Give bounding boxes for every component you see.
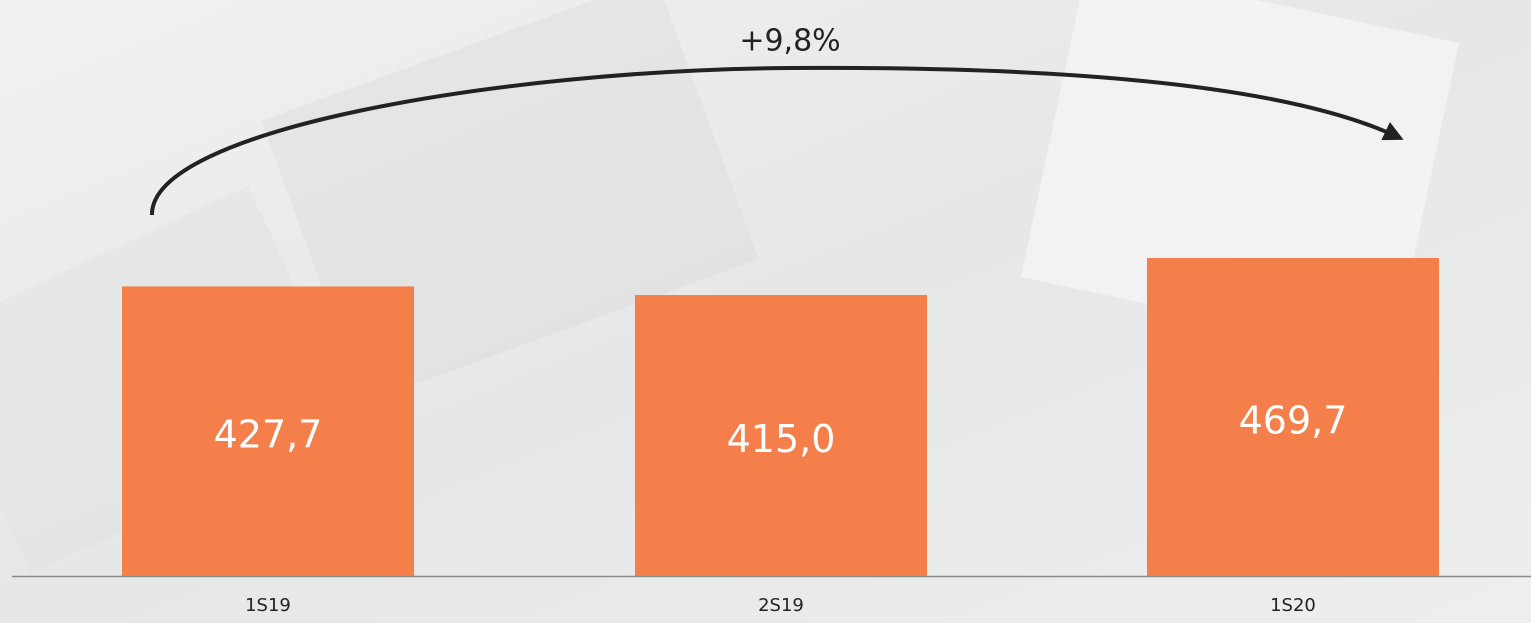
x-tick-label: 1S19 [245,595,291,616]
x-tick-label: 1S20 [1270,595,1316,616]
x-tick-label: 2S19 [758,595,804,616]
value-label: 427,7 [214,413,323,457]
chart: +9,8% 427,7 1S19 415,0 2S19 469,7 1S20 [0,0,1531,623]
annotation: +9,8% [739,24,840,59]
value-label: 469,7 [1239,399,1348,443]
value-label: 415,0 [727,417,836,461]
